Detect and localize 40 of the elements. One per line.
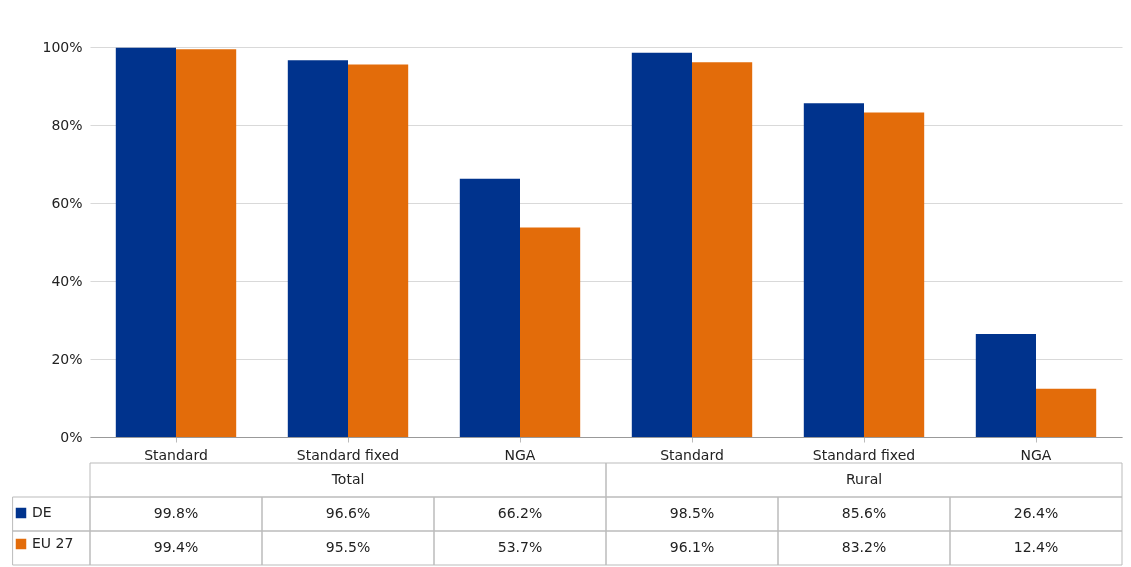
text: Total [330, 471, 365, 487]
bar [520, 227, 581, 437]
x-tick-label: Standard [144, 446, 208, 463]
bar [803, 103, 864, 437]
data-label: 53.7% [497, 539, 543, 555]
bar [176, 49, 237, 437]
y-tick-label: 80% [51, 116, 83, 133]
x-tick-label: NGA [1020, 446, 1052, 463]
x-tick-label: Standard fixed [296, 446, 400, 463]
y-tick-label: 60% [51, 194, 83, 211]
data-label: 95.5% [325, 539, 371, 555]
data-label: 96.6% [325, 505, 371, 521]
data-label: 99.4% [153, 539, 199, 555]
data-label: 98.5% [669, 505, 715, 521]
x-tick-label: Standard [660, 446, 724, 463]
x-tick-label: NGA [504, 446, 536, 463]
data-label: 85.6% [841, 505, 887, 521]
data-label: 66.2% [497, 505, 543, 521]
data-label: 96.1% [669, 539, 715, 555]
bar [287, 60, 348, 437]
legend-label: DE [32, 504, 52, 520]
data-label: 12.4% [1013, 539, 1059, 555]
y-tick-label: 20% [51, 350, 83, 367]
data-label: 26.4% [1013, 505, 1059, 521]
bar [975, 334, 1036, 437]
bar [115, 47, 176, 437]
legend-label: EU 27 [32, 535, 74, 551]
y-tick-label: 40% [51, 272, 83, 289]
data-label: 99.8% [153, 505, 199, 521]
x-tick-label: Standard fixed [812, 446, 916, 463]
bar [864, 112, 925, 437]
bar [692, 62, 753, 437]
bar [1036, 388, 1097, 437]
data-label: 83.2% [841, 539, 887, 555]
bar [348, 64, 409, 437]
bar [631, 52, 692, 437]
y-tick-label: 0% [60, 428, 83, 445]
y-tick-label: 100% [42, 38, 83, 55]
text: Rural [845, 471, 883, 487]
bar [459, 178, 520, 437]
